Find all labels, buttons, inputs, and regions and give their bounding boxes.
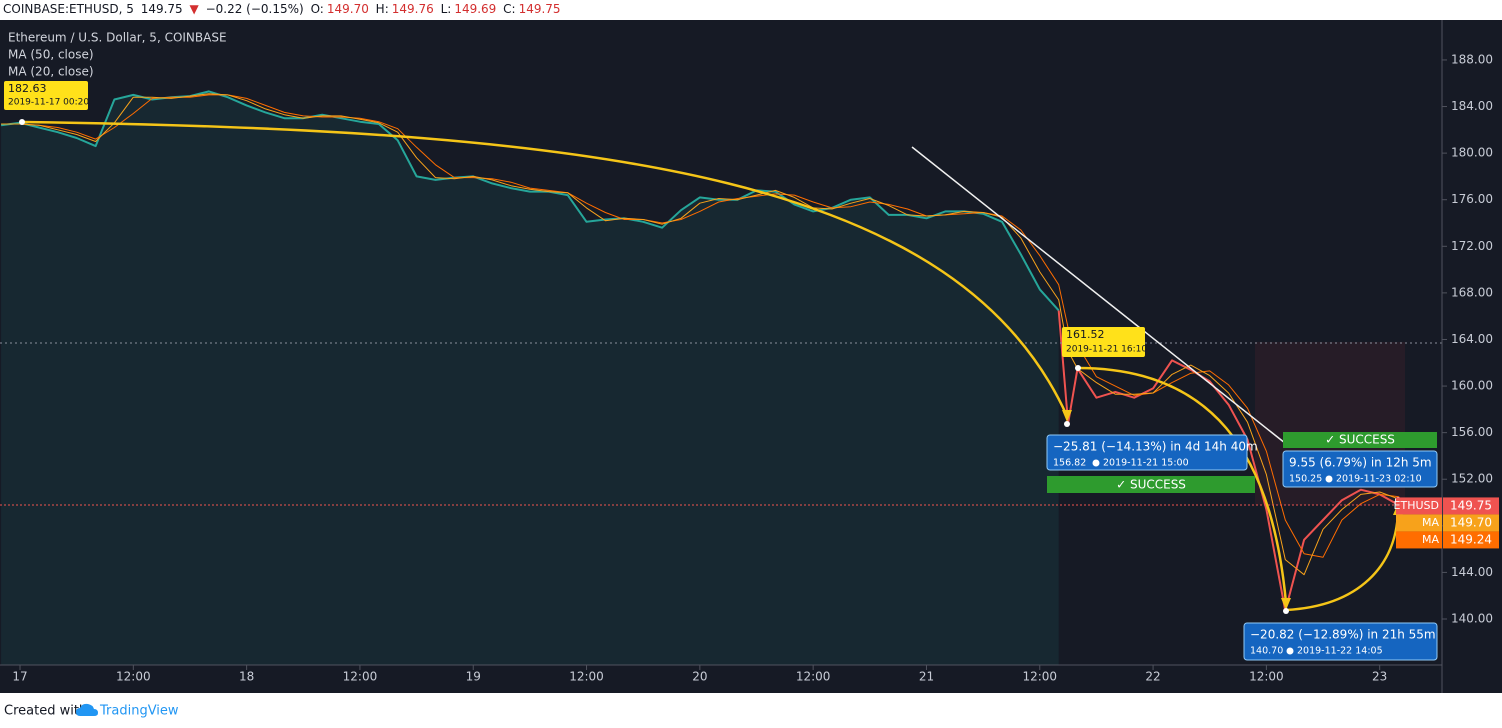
price-tag	[1443, 514, 1499, 532]
point-date: 2019-11-21 16:10	[1066, 345, 1147, 355]
y-tick-label: 164.00	[1451, 332, 1493, 346]
ohlc-value: 149.76	[391, 2, 434, 16]
footer-brand: TradingView	[99, 704, 179, 719]
chart-background	[0, 20, 1502, 693]
status-text: ✓ SUCCESS	[1325, 433, 1395, 447]
status-box	[1283, 432, 1437, 448]
y-tick-label: 188.00	[1451, 52, 1493, 66]
price-tag-value: 149.70	[1450, 515, 1492, 529]
point-price: 161.52	[1066, 328, 1105, 341]
price-tag-label: MA	[1422, 533, 1439, 546]
measure-box	[1282, 450, 1438, 488]
brand-logo	[76, 703, 98, 716]
ohlc-value: 149.75	[518, 2, 561, 16]
trend-line	[911, 146, 1291, 448]
price-tag-value: 149.75	[1450, 498, 1492, 512]
measure-change: 9.55 (6.79%) in 12h 5m	[1289, 456, 1432, 470]
ohlc-label: C:	[503, 2, 516, 16]
x-tick-label: 23	[1372, 670, 1387, 684]
price-tag-label-box	[1396, 497, 1442, 515]
legend-entry: MA (20, close)	[8, 65, 94, 79]
legend-entry: MA (50, close)	[8, 48, 94, 62]
point-label-box	[4, 81, 88, 110]
ohlc-label: O:	[310, 2, 324, 16]
chart-title: Ethereum / U.S. Dollar, 5, COINBASE	[8, 31, 227, 45]
ma-line	[1, 93, 1409, 576]
x-tick-label: 12:00	[116, 670, 151, 684]
price-tag-label: ETHUSD	[1394, 499, 1439, 512]
price-line	[1057, 310, 1409, 612]
status-box	[1047, 476, 1255, 493]
measure-price: 150.25	[1289, 474, 1322, 485]
symbol: COINBASE:ETHUSD, 5	[3, 2, 134, 16]
arrow-head	[1281, 598, 1291, 610]
ohlc-label: L:	[440, 2, 452, 16]
x-tick-label: 12:00	[569, 670, 604, 684]
ohlc-label: H:	[375, 2, 389, 16]
point-label-box	[1062, 327, 1145, 357]
y-tick-label: 156.00	[1451, 425, 1493, 439]
curve-arrow	[21, 120, 1069, 417]
clock-icon	[1286, 647, 1294, 655]
price-tag-label-box	[1396, 514, 1442, 532]
curve-arrow	[1077, 366, 1288, 604]
footer-prefix: Created with	[4, 704, 87, 719]
measure-price: 156.82	[1053, 458, 1086, 469]
point-date: 2019-11-17 00:20	[8, 98, 89, 108]
footer-background	[0, 693, 1502, 728]
point-dot	[1075, 365, 1081, 371]
x-tick-label: 18	[239, 670, 254, 684]
point-dot	[1283, 608, 1289, 614]
price-tag-label: MA	[1422, 516, 1439, 529]
price-tag	[1443, 497, 1499, 515]
change-arrow: ▼	[189, 2, 199, 16]
x-tick-label: 12:00	[1249, 670, 1284, 684]
x-tick-label: 22	[1145, 670, 1160, 684]
ma-line	[1, 94, 1409, 558]
status-text: ✓ SUCCESS	[1116, 478, 1186, 492]
x-tick-label: 12:00	[343, 670, 378, 684]
y-tick-label: 160.00	[1451, 379, 1493, 393]
x-tick-label: 19	[466, 670, 481, 684]
ohlc-value: 149.70	[326, 2, 369, 16]
price-tag-label-box	[1396, 531, 1442, 549]
measure-date: 2019-11-21 15:00	[1103, 458, 1189, 469]
plot	[0, 90, 1409, 665]
point-dot	[1064, 421, 1070, 427]
point-dot	[19, 119, 25, 125]
measure-price: 140.70	[1250, 646, 1283, 657]
y-tick-label: 180.00	[1451, 146, 1493, 160]
price-tag	[1443, 531, 1499, 549]
y-tick-label: 140.00	[1451, 611, 1493, 625]
x-tick-label: 17	[12, 670, 27, 684]
last-price: 149.75	[140, 2, 183, 16]
x-tick-label: 20	[692, 670, 707, 684]
clock-icon	[1092, 459, 1100, 467]
x-tick-label: 21	[919, 670, 934, 684]
measure-date: 2019-11-23 02:10	[1336, 474, 1422, 485]
y-tick-label: 172.00	[1451, 239, 1493, 253]
header: COINBASE:ETHUSD, 5 149.75 ▼ −0.22 (−0.15…	[3, 2, 564, 16]
ohlc-value: 149.69	[454, 2, 497, 16]
x-tick-label: 12:00	[796, 670, 831, 684]
area	[1, 91, 1059, 665]
point-price: 182.63	[8, 82, 47, 95]
y-tick-label: 144.00	[1451, 565, 1493, 579]
y-tick-label: 184.00	[1451, 99, 1493, 113]
y-tick-label: 152.00	[1451, 472, 1493, 486]
y-tick-label: 168.00	[1451, 285, 1493, 299]
curve-arrow	[1285, 511, 1400, 612]
change: −0.22 (−0.15%)	[205, 2, 304, 16]
measure-change: −25.81 (−14.13%) in 4d 14h 40m	[1053, 440, 1258, 454]
y-tick-label: 176.00	[1451, 192, 1493, 206]
clock-icon	[1325, 475, 1333, 483]
price-tag-value: 149.24	[1450, 532, 1492, 546]
x-tick-label: 12:00	[1022, 670, 1057, 684]
measure-change: −20.82 (−12.89%) in 21h 55m	[1250, 628, 1436, 642]
arrow-head	[1062, 410, 1072, 422]
measure-date: 2019-11-22 14:05	[1297, 646, 1383, 657]
